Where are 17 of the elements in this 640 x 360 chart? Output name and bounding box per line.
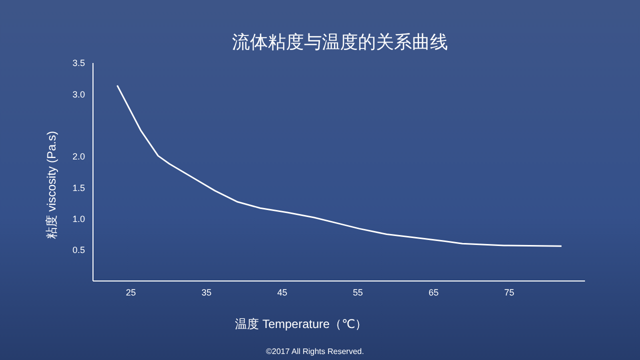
y-tick-label: 1.5 [72,182,85,193]
x-tick-label: 75 [504,287,514,298]
x-tick-label: 65 [428,287,439,298]
y-tick-label: 1.0 [72,214,85,224]
x-tick-label: 25 [126,287,136,298]
line-series [116,84,562,247]
y-tick-label: 2.0 [72,152,85,162]
x-tick-label: 45 [277,287,288,298]
x-tick-label: 35 [202,287,212,298]
chart-title: 流体粘度与温度的关系曲线 [231,31,449,54]
y-tick-label: 0.5 [72,245,85,256]
y-tick-label: 3.0 [72,89,85,100]
y-tick-label: 3.5 [72,58,85,68]
x-axis-title: 温度 Temperature（℃） [235,316,368,333]
text: ©2017 All Rights Reserved. [265,347,365,356]
x-tick-label: 55 [352,287,363,298]
y-axis-title: 粘度 viscosity (Pa.s) [44,130,60,240]
